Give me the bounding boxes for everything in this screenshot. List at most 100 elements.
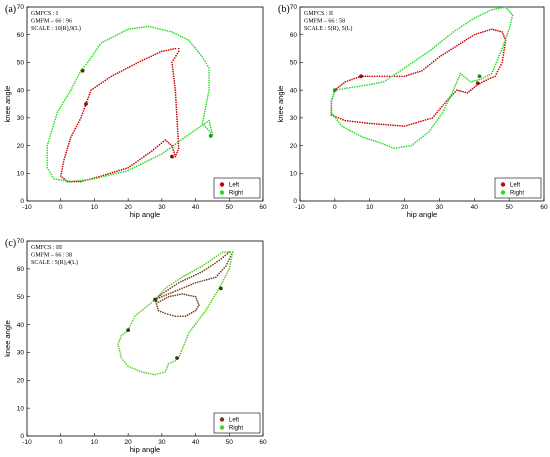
data-point: [499, 52, 502, 54]
x-tick-label: 40: [192, 439, 200, 446]
data-point: [162, 289, 165, 292]
data-point: [173, 151, 175, 154]
x-tick-label: 30: [158, 204, 166, 211]
data-point: [488, 73, 491, 76]
data-point: [186, 135, 188, 137]
series-right: [330, 6, 514, 150]
data-point: [72, 84, 74, 87]
data-point: [359, 135, 362, 137]
data-point: [205, 103, 208, 106]
data-point: [203, 113, 206, 115]
data-point: [217, 289, 219, 292]
data-point: [395, 147, 398, 149]
data-point: [473, 17, 476, 19]
data-point: [410, 73, 412, 76]
data-point: [448, 98, 451, 100]
data-point: [460, 90, 462, 93]
data-point: [170, 283, 173, 286]
data-point: [121, 31, 123, 34]
data-point: [201, 270, 204, 273]
data-point: [174, 280, 177, 283]
data-point: [226, 262, 228, 265]
data-point: [174, 96, 177, 99]
data-point: [50, 173, 53, 176]
data-point: [476, 79, 478, 82]
event-marker: [477, 74, 482, 79]
data-point: [170, 292, 172, 294]
data-point: [221, 268, 224, 271]
data-point: [177, 50, 180, 53]
data-point: [103, 175, 105, 178]
data-point: [183, 275, 185, 277]
info-line-1: GMFCS : III: [31, 245, 62, 251]
data-point: [154, 53, 157, 56]
y-tick-label: 70: [290, 4, 298, 11]
data-point: [170, 48, 172, 51]
data-point: [166, 366, 168, 369]
data-point: [208, 119, 210, 122]
data-point: [113, 171, 116, 173]
data-point: [148, 159, 151, 161]
data-point: [120, 70, 123, 72]
data-point: [185, 338, 187, 341]
data-point: [85, 100, 88, 103]
data-point: [145, 25, 147, 28]
data-point: [190, 43, 193, 45]
data-point: [172, 48, 174, 50]
data-point: [425, 66, 427, 69]
data-point: [193, 324, 196, 327]
data-point: [466, 78, 469, 80]
data-point: [169, 287, 172, 290]
data-point: [142, 308, 144, 311]
data-point: [88, 59, 90, 62]
data-point: [471, 87, 474, 90]
data-point: [346, 80, 349, 82]
data-point: [368, 138, 371, 141]
data-point: [511, 16, 513, 19]
data-point: [206, 64, 209, 67]
x-tick-label: 30: [436, 204, 444, 211]
data-point: [207, 266, 210, 269]
data-point: [414, 141, 417, 144]
data-point: [422, 54, 424, 57]
data-point: [183, 37, 186, 40]
data-point: [172, 70, 174, 73]
data-point: [180, 350, 183, 353]
data-point: [148, 56, 150, 59]
data-point: [134, 27, 136, 30]
data-point: [137, 61, 140, 64]
data-point: [65, 179, 67, 182]
data-point: [180, 280, 182, 283]
data-point: [506, 7, 508, 10]
data-point: [138, 312, 140, 314]
y-tick-label: 0: [20, 198, 24, 205]
data-point: [206, 307, 208, 310]
data-point: [78, 119, 81, 121]
data-point: [145, 372, 147, 374]
data-point: [477, 32, 480, 35]
data-point: [162, 311, 164, 314]
data-point: [203, 279, 206, 282]
data-point: [375, 82, 378, 85]
data-point: [481, 81, 483, 84]
data-point: [161, 291, 163, 293]
data-point: [366, 122, 369, 124]
data-point: [192, 130, 194, 133]
data-point: [81, 179, 84, 182]
data-point: [130, 322, 133, 325]
data-point: [194, 295, 197, 298]
data-point: [224, 251, 226, 253]
data-point: [364, 137, 366, 139]
data-point: [215, 255, 218, 258]
data-point: [47, 139, 50, 142]
data-point: [494, 75, 497, 78]
data-point: [52, 123, 55, 126]
data-point: [139, 158, 141, 161]
data-point: [502, 43, 505, 46]
data-point: [176, 128, 179, 130]
x-tick-label: 40: [192, 204, 200, 211]
data-point: [164, 287, 167, 290]
data-point: [393, 75, 396, 78]
data-point: [220, 270, 222, 273]
data-point: [510, 12, 513, 15]
